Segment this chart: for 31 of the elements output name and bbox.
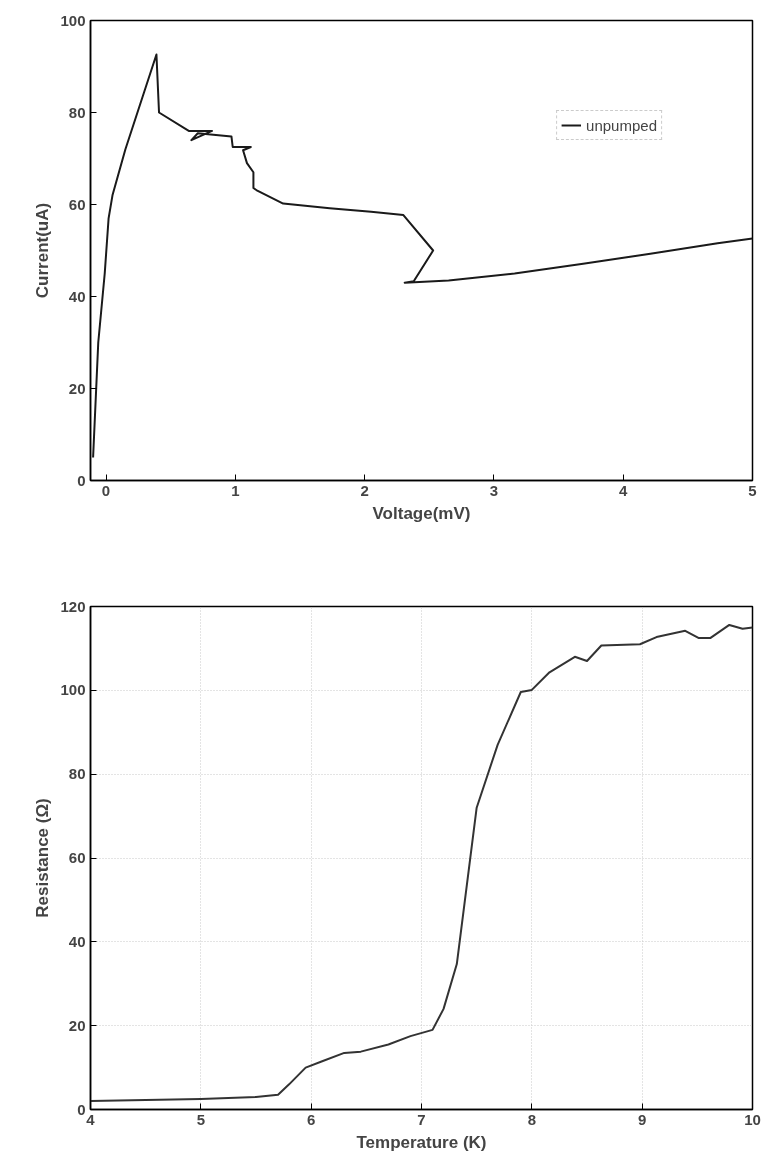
line-series <box>90 623 753 1103</box>
x-tick-label: 4 <box>86 1110 96 1128</box>
y-tick-label: 100 <box>60 11 86 29</box>
legend-label: unpumped <box>586 116 657 134</box>
x-tick-label: 0 <box>101 481 111 499</box>
x-tick-label: 4 <box>619 481 629 499</box>
y-tick-label: 40 <box>68 932 86 950</box>
y-tick-label: 20 <box>68 379 86 397</box>
line-series <box>92 53 753 459</box>
y-tick-label: 40 <box>68 287 86 305</box>
x-tick-label: 3 <box>489 481 499 499</box>
x-axis-title: Voltage(mV) <box>372 503 471 523</box>
x-tick-label: 2 <box>360 481 369 499</box>
y-tick-label: 80 <box>68 103 86 121</box>
x-tick-label: 5 <box>748 481 757 499</box>
y-tick-label: 100 <box>60 681 86 699</box>
x-tick-label: 10 <box>744 1110 761 1128</box>
y-tick-label: 60 <box>68 849 86 866</box>
y-tick-label: 60 <box>68 195 86 213</box>
x-tick-label: 5 <box>196 1110 206 1128</box>
x-axis-title: Temperature (K) <box>356 1132 487 1152</box>
y-tick-label: 120 <box>60 597 86 615</box>
x-tick-label: 1 <box>231 481 240 499</box>
x-tick-label: 7 <box>417 1110 426 1128</box>
x-tick-label: 9 <box>638 1110 647 1128</box>
x-tick-label: 6 <box>307 1110 316 1128</box>
x-tick-label: 8 <box>527 1110 537 1128</box>
y-tick-label: 20 <box>68 1016 86 1034</box>
y-tick-label: 80 <box>68 765 86 783</box>
y-axis-title: Resistance (Ω) <box>33 798 53 918</box>
y-axis-title: Current(uA) <box>33 202 53 299</box>
